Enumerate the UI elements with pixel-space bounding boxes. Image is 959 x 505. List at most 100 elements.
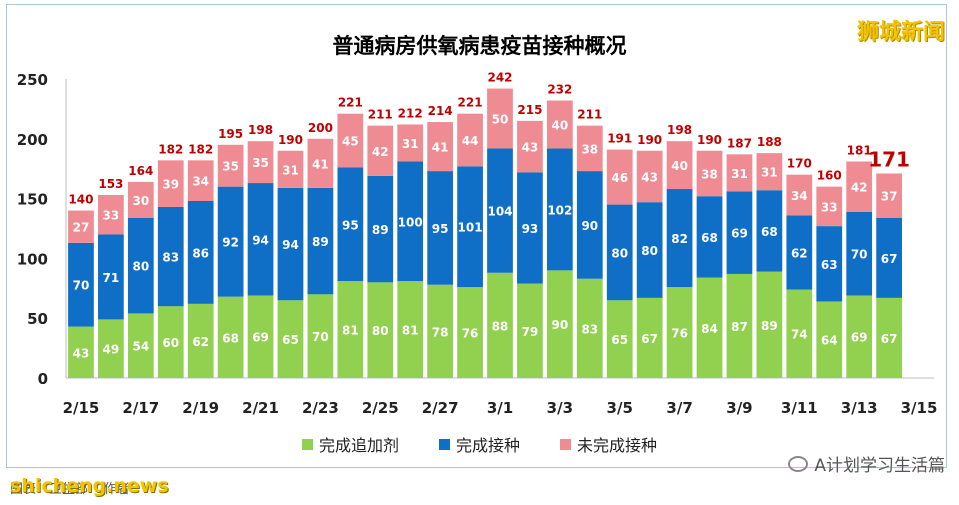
bar-segment [876, 173, 902, 218]
data-label: 45 [342, 135, 359, 149]
legend-swatch-not-completed [560, 438, 571, 450]
data-label: 33 [103, 209, 120, 223]
data-label: 86 [192, 246, 209, 260]
bar-segment [367, 282, 394, 378]
total-label: 190 [637, 133, 662, 147]
data-label: 68 [761, 225, 778, 239]
bar-segment [98, 195, 124, 235]
wechat-account: A计划学习生活篇 [788, 451, 945, 476]
bar-segment [546, 148, 573, 271]
data-label: 78 [432, 325, 449, 339]
bar-segment [217, 144, 244, 187]
data-label: 100 [398, 215, 423, 229]
bar-segment [636, 150, 663, 203]
data-label: 93 [522, 222, 539, 236]
legend-label-not-completed: 未完成接种 [577, 436, 658, 455]
legend-swatch-booster [301, 438, 313, 450]
bar-segment [127, 217, 154, 314]
bar-segment [277, 150, 304, 188]
total-label: 190 [278, 133, 303, 147]
data-label: 94 [282, 238, 299, 252]
bar-segment [726, 191, 753, 274]
bar-segment [786, 215, 813, 290]
data-label: 79 [522, 325, 539, 339]
data-label: 31 [731, 167, 748, 181]
bar-segment [187, 303, 214, 378]
total-label: 140 [68, 193, 93, 207]
total-label: 221 [338, 96, 363, 110]
bar-segment [487, 148, 513, 273]
bar-segment [397, 281, 424, 378]
bar-segment [157, 306, 184, 378]
bar-segment [337, 281, 364, 378]
data-label: 35 [222, 160, 239, 174]
total-label: 171 [868, 147, 910, 171]
data-label: 90 [581, 219, 598, 233]
data-label: 50 [492, 112, 509, 126]
y-tick-label: 250 [17, 71, 48, 89]
x-tick-label: 3/15 [901, 399, 938, 417]
data-label: 67 [881, 252, 898, 266]
bar-segment [606, 204, 633, 301]
bar-segment [546, 270, 573, 378]
bar-segment [217, 296, 244, 378]
bar-segment [576, 171, 603, 279]
bar-segment [337, 167, 364, 282]
y-tick-label: 0 [38, 370, 48, 388]
bar-segment [846, 295, 873, 378]
data-label: 31 [761, 166, 778, 180]
y-tick-label: 100 [17, 250, 48, 268]
data-label: 89 [312, 235, 329, 249]
data-label: 87 [731, 320, 748, 334]
data-label: 62 [791, 246, 808, 260]
x-tick-label: 2/19 [182, 399, 219, 417]
total-label: 182 [158, 142, 183, 156]
data-label: 40 [552, 118, 569, 132]
total-label: 198 [667, 123, 692, 137]
data-label: 41 [432, 141, 449, 155]
data-label: 31 [282, 163, 299, 177]
data-label: 80 [611, 246, 628, 260]
bar-segment [576, 278, 603, 378]
bar-segment [187, 160, 214, 201]
bar-segment [546, 100, 573, 149]
bar-segment [517, 283, 543, 378]
data-label: 89 [761, 319, 778, 333]
bar-segment [756, 271, 783, 378]
data-label: 80 [372, 324, 389, 338]
x-tick-label: 2/27 [422, 399, 459, 417]
bar-segment [846, 161, 873, 212]
bar-segment [487, 88, 513, 149]
bar-segment [846, 211, 873, 296]
total-label: 182 [188, 142, 213, 156]
bar-segment [696, 150, 723, 197]
data-label: 30 [132, 194, 149, 208]
data-label: 82 [671, 232, 688, 246]
source-credit: 图表：卫生部 • 作者 [10, 482, 130, 497]
x-tick-label: 3/11 [781, 399, 818, 417]
data-label: 44 [462, 134, 479, 148]
bar-segment [726, 273, 753, 378]
total-label: 187 [727, 136, 752, 150]
bar-segment [816, 301, 843, 378]
bar-segment [457, 287, 483, 378]
bar-segment [68, 210, 94, 243]
bar-segment [696, 277, 723, 378]
bar-segment [367, 175, 394, 283]
bar-segment [367, 125, 394, 176]
bar-segment [427, 284, 454, 378]
bar-segment [277, 300, 304, 378]
bar-segment [457, 166, 483, 288]
data-label: 39 [162, 178, 179, 192]
total-label: 198 [248, 123, 273, 137]
data-label: 74 [791, 328, 808, 342]
total-label: 212 [398, 106, 423, 120]
x-tick-label: 3/3 [547, 399, 573, 417]
bar-segment [487, 272, 513, 378]
data-label: 43 [522, 141, 539, 155]
total-label: 200 [308, 121, 333, 135]
x-tick-label: 2/23 [302, 399, 339, 417]
bar-segment [517, 172, 543, 284]
bar-segment [876, 217, 902, 298]
